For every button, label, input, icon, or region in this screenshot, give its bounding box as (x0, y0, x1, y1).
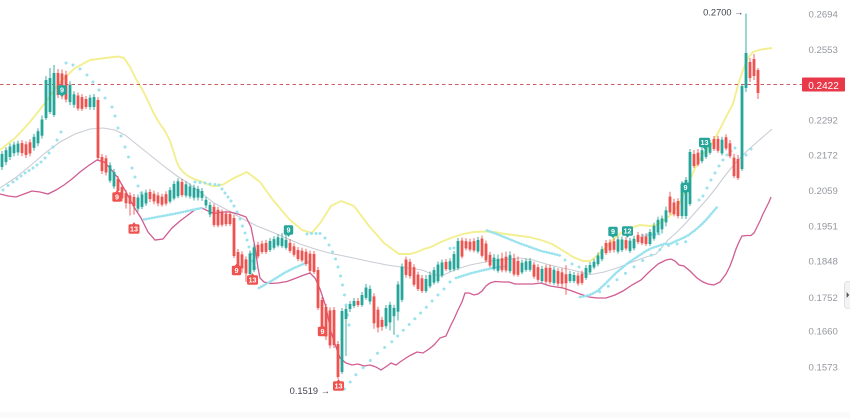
svg-text:9: 9 (115, 193, 119, 202)
svg-text:0.2059: 0.2059 (809, 186, 838, 197)
svg-text:9: 9 (287, 226, 291, 235)
svg-text:13: 13 (249, 276, 257, 285)
svg-text:9: 9 (684, 183, 688, 192)
svg-text:0.1573: 0.1573 (809, 363, 838, 374)
svg-text:0.1752: 0.1752 (809, 293, 838, 304)
svg-text:9: 9 (611, 227, 615, 236)
svg-text:0.2553: 0.2553 (809, 45, 838, 56)
svg-text:0.1848: 0.1848 (809, 257, 838, 268)
svg-text:0.2422: 0.2422 (808, 81, 839, 92)
svg-text:0.2292: 0.2292 (809, 116, 838, 127)
svg-text:13: 13 (335, 382, 343, 391)
svg-text:13: 13 (701, 138, 709, 147)
svg-text:0.2172: 0.2172 (809, 151, 838, 162)
svg-text:0.1519 →: 0.1519 → (290, 386, 330, 396)
svg-text:0.2694: 0.2694 (809, 10, 839, 21)
svg-text:0.1951: 0.1951 (809, 222, 838, 233)
svg-text:0.2700 →: 0.2700 → (703, 8, 743, 18)
svg-text:13: 13 (130, 225, 138, 234)
svg-text:9: 9 (60, 86, 64, 95)
svg-text:0.1660: 0.1660 (809, 327, 838, 338)
svg-text:9: 9 (321, 327, 325, 336)
svg-text:9: 9 (235, 266, 239, 275)
svg-text:12: 12 (624, 227, 632, 236)
